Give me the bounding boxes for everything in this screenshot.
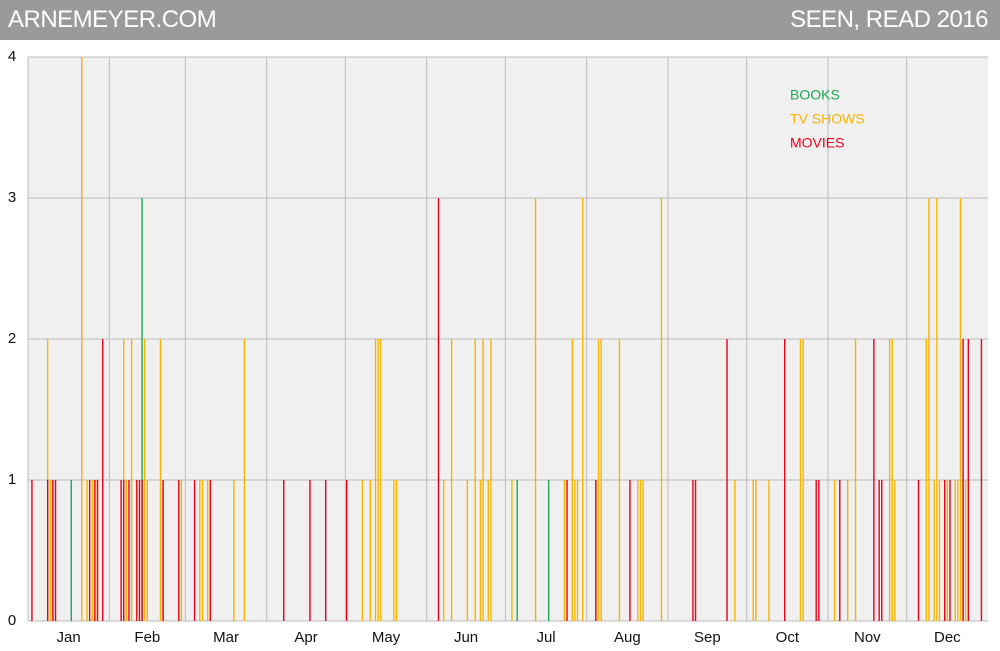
x-tick-label: Jul <box>536 629 555 646</box>
x-tick-label: May <box>372 629 401 646</box>
x-tick-label: Feb <box>134 629 160 646</box>
y-tick-label: 1 <box>8 471 16 488</box>
legend-entry: TV SHOWS <box>790 111 865 127</box>
x-tick-label: Sep <box>694 629 721 646</box>
x-tick-label: Aug <box>614 629 641 646</box>
page-title: SEEN, READ 2016 <box>790 6 988 33</box>
x-tick-label: Nov <box>854 629 881 646</box>
x-tick-label: Apr <box>294 629 317 646</box>
site-name: ARNEMEYER.COM <box>8 6 217 33</box>
x-tick-label: Oct <box>776 629 800 646</box>
x-tick-label: Dec <box>934 629 961 646</box>
legend-entry: MOVIES <box>790 135 844 151</box>
y-tick-label: 0 <box>8 612 16 629</box>
y-tick-label: 4 <box>8 48 16 65</box>
x-tick-label: Jun <box>454 629 478 646</box>
x-tick-label: Jan <box>57 629 81 646</box>
chart: 0 1 2 3 4 Jan Feb Mar Apr May Jun Jul Aug Sep Oct Nov De… <box>8 48 988 646</box>
y-tick-label: 3 <box>8 189 16 206</box>
header: ARNEMEYER.COM SEEN, READ 2016 <box>0 0 1000 40</box>
legend-entry: BOOKS <box>790 87 840 103</box>
y-tick-label: 2 <box>8 330 16 347</box>
x-tick-label: Mar <box>213 629 239 646</box>
